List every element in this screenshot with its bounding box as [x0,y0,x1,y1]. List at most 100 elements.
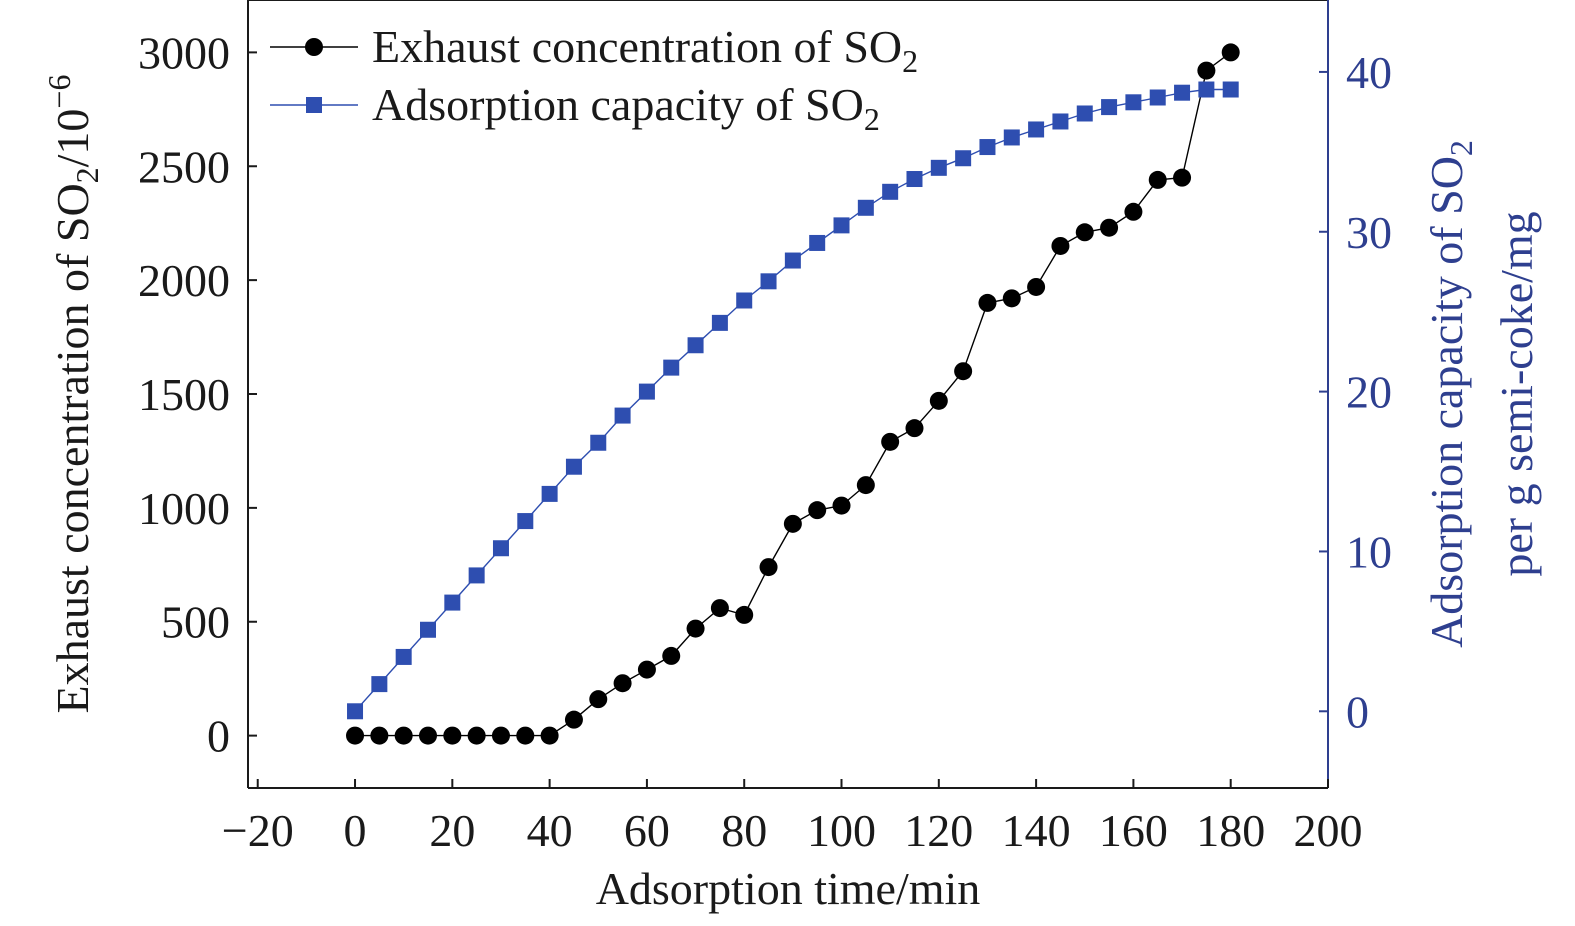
left-tick-label: 0 [207,711,230,762]
left-axis-ticks: 0 500 1000 1500 2000 2500 3000 [138,27,257,762]
data-point-adsorption [1222,81,1239,98]
right-axis-label-line1-main: Adsorption capacity of SO [1421,156,1472,648]
x-tick-label: 140 [1002,805,1071,856]
data-point-adsorption [420,621,436,638]
data-point-exhaust [540,726,559,745]
left-tick-label: 500 [161,597,230,648]
data-point-exhaust [832,496,851,515]
data-point-exhaust [662,646,681,665]
data-point-adsorption [1125,94,1142,111]
data-point-adsorption [444,594,461,611]
data-point-exhaust [735,605,754,624]
data-point-exhaust [443,726,462,745]
data-point-exhaust [978,293,997,312]
data-point-exhaust [467,726,486,745]
series-lines [354,51,1232,737]
left-tick-label: 3000 [138,27,230,78]
series-markers [346,43,1240,745]
data-point-adsorption [395,648,412,665]
data-point-exhaust [686,619,705,638]
data-point-adsorption [955,150,972,167]
x-tick-label: 180 [1196,805,1265,856]
data-point-adsorption [1149,89,1166,106]
left-tick-label: 1000 [138,483,230,534]
right-tick-label: 20 [1346,367,1392,418]
right-tick-label: 30 [1346,207,1392,258]
x-tick-label: 200 [1294,805,1363,856]
left-tick-label: 2000 [138,255,230,306]
x-tick-label: 80 [721,805,767,856]
left-tick-label: 2500 [138,141,230,192]
data-point-adsorption [347,703,364,720]
data-point-adsorption [979,139,996,156]
left-axis-label-tail: /10 [47,109,98,168]
legend-label-adsorption-main: Adsorption capacity of SO [372,79,864,130]
right-axis-ticks: 0 10 20 30 40 [1319,47,1392,737]
data-point-adsorption [760,273,777,290]
data-point-exhaust [954,362,973,381]
left-axis-label-subscript: 2 [69,167,105,183]
data-point-exhaust [370,726,389,745]
data-point-adsorption [1174,84,1191,101]
legend-label-exhaust-main: Exhaust concentration of SO [372,21,902,72]
data-point-adsorption [930,159,947,176]
data-point-exhaust [564,710,583,729]
data-point-exhaust [1051,236,1070,255]
legend-label-exhaust: Exhaust concentration of SO2 [372,21,918,79]
data-point-adsorption [1052,113,1069,130]
data-point-adsorption [541,485,558,502]
x-tick-label: 0 [344,805,367,856]
data-point-adsorption [638,383,655,400]
left-axis-label-main: Exhaust concentration of SO [47,183,98,713]
right-tick-label: 0 [1346,686,1369,737]
data-point-exhaust [1173,168,1192,187]
x-tick-label: −20 [222,805,294,856]
data-point-exhaust [905,419,924,438]
data-point-adsorption [1028,121,1045,138]
legend-label-adsorption-subscript: 2 [864,101,880,137]
data-point-exhaust [1221,43,1240,62]
data-point-adsorption [590,434,607,451]
left-axis-label: Exhaust concentration of SO2/10−6 [41,75,105,714]
data-point-adsorption [1003,129,1020,146]
series-line-exhaust [355,51,1232,737]
right-axis-label-line1: Adsorption capacity of SO2 [1421,140,1479,648]
data-point-adsorption [711,314,728,331]
legend-label-adsorption: Adsorption capacity of SO2 [372,79,880,137]
x-tick-label: 60 [624,805,670,856]
data-point-exhaust [394,726,413,745]
data-point-exhaust [856,476,875,495]
left-tick-label: 1500 [138,369,230,420]
right-axis-label-line2: per g semi-coke/mg [1491,211,1542,576]
x-tick-label: 160 [1099,805,1168,856]
data-point-exhaust [516,726,535,745]
data-point-adsorption [565,458,582,475]
data-point-adsorption [1198,81,1215,98]
data-point-exhaust [929,391,948,410]
data-point-exhaust [808,501,827,520]
series-line-adsorption [354,88,1231,712]
data-point-adsorption [468,567,485,584]
x-axis-ticks: −20 0 20 40 60 80 100 120 140 160 180 200 [222,779,1363,856]
data-point-adsorption [809,234,826,251]
data-point-exhaust [589,690,608,709]
data-point-exhaust [759,558,778,577]
data-point-exhaust [419,726,437,745]
x-axis-label: Adsorption time/min [596,863,981,914]
data-point-exhaust [613,674,632,693]
right-tick-label: 40 [1346,47,1392,98]
data-point-exhaust [491,726,510,745]
data-point-exhaust [1148,170,1167,189]
data-point-exhaust [346,726,365,745]
x-tick-label: 20 [429,805,475,856]
data-point-adsorption [663,359,680,376]
x-tick-label: 100 [807,805,876,856]
data-point-exhaust [1002,289,1021,308]
data-point-adsorption [1101,99,1118,116]
data-point-adsorption [784,252,801,269]
data-point-exhaust [1100,218,1119,237]
data-point-exhaust [1075,223,1094,242]
data-point-adsorption [687,337,704,354]
data-point-adsorption [492,540,509,557]
